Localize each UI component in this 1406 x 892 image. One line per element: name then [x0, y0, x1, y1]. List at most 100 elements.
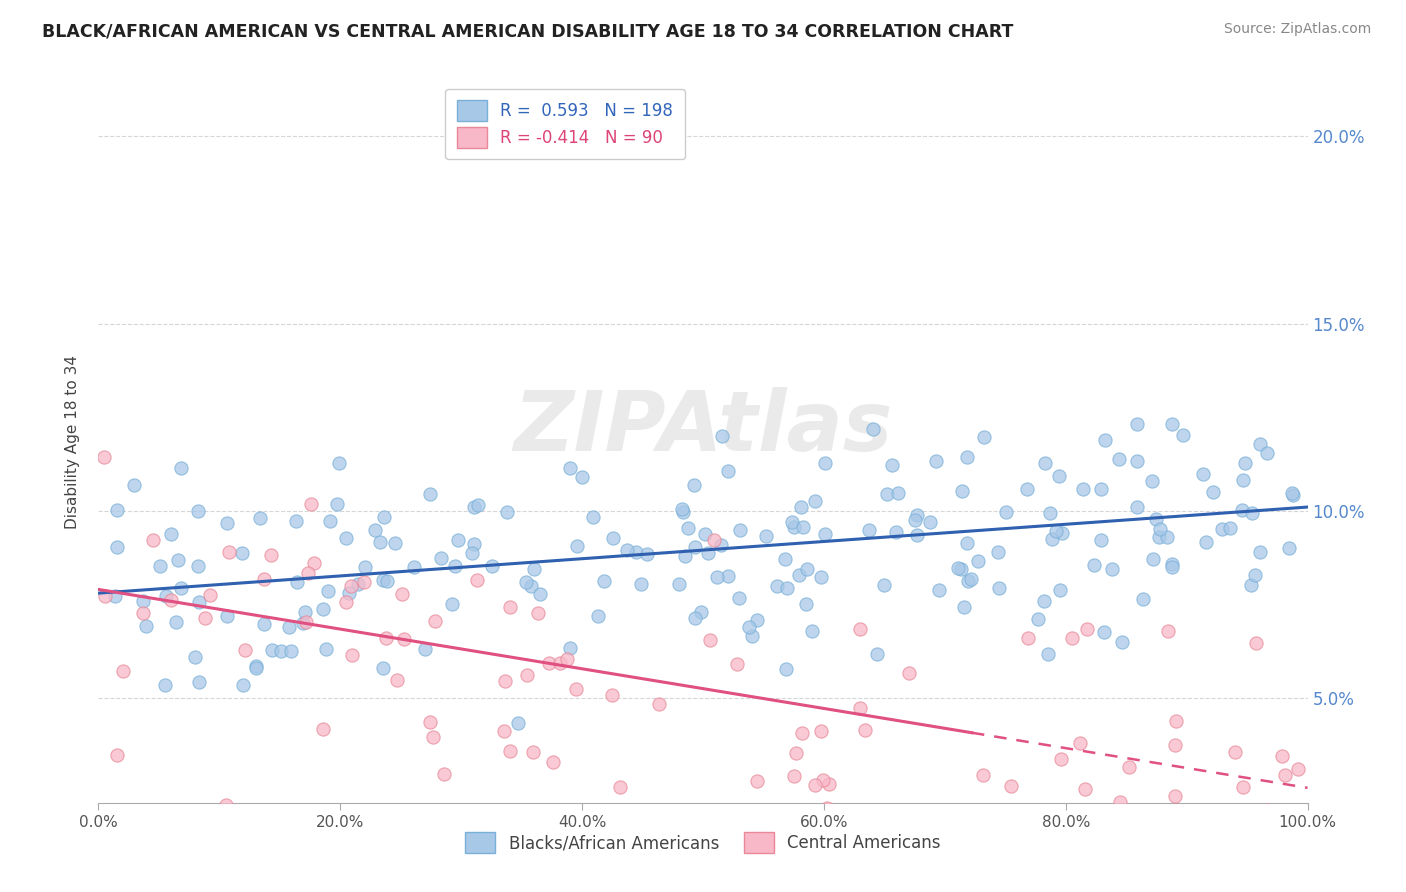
Point [132, 594, 155, 608]
Point [494, 724, 516, 739]
Point [107, 540, 129, 554]
Point [198, 588, 221, 602]
Point [373, 510, 395, 524]
Point [804, 778, 827, 792]
Point [773, 551, 796, 566]
Point [1233, 456, 1256, 470]
Point [600, 689, 623, 703]
Point [950, 484, 973, 499]
Point [986, 544, 1008, 558]
Point [499, 599, 522, 614]
Point [302, 556, 325, 570]
Point [1140, 475, 1163, 489]
Point [494, 673, 516, 688]
Point [956, 574, 979, 589]
Point [1161, 559, 1184, 574]
Point [149, 559, 172, 574]
Point [364, 524, 387, 538]
Point [689, 605, 711, 619]
Point [335, 595, 357, 609]
Point [1249, 437, 1271, 451]
Point [252, 617, 274, 632]
Point [391, 587, 413, 601]
Point [463, 500, 485, 514]
Point [422, 730, 444, 744]
Point [515, 574, 537, 589]
Point [1223, 745, 1246, 759]
Point [335, 532, 357, 546]
Point [231, 546, 253, 560]
Point [232, 678, 254, 692]
Point [988, 581, 1011, 595]
Point [790, 725, 813, 739]
Point [725, 657, 748, 671]
Point [1085, 822, 1108, 836]
Point [1017, 631, 1039, 645]
Point [775, 662, 797, 676]
Point [215, 516, 238, 530]
Point [717, 464, 740, 478]
Point [858, 523, 880, 537]
Point [187, 504, 209, 518]
Point [1191, 467, 1213, 481]
Point [548, 656, 571, 670]
Point [287, 574, 309, 589]
Point [699, 632, 721, 647]
Point [744, 811, 766, 825]
Point [218, 544, 240, 558]
Point [813, 456, 835, 470]
Point [1118, 760, 1140, 774]
Point [706, 570, 728, 584]
Point [245, 658, 267, 673]
Point [187, 559, 209, 574]
Point [481, 559, 503, 574]
Point [636, 547, 658, 561]
Point [1092, 624, 1115, 639]
Point [353, 560, 375, 574]
Point [1036, 647, 1059, 661]
Point [538, 656, 561, 670]
Point [745, 773, 768, 788]
Point [1052, 526, 1074, 541]
Point [142, 533, 165, 547]
Point [565, 681, 588, 696]
Point [1281, 486, 1303, 500]
Point [433, 767, 456, 781]
Point [738, 620, 761, 634]
Point [429, 551, 451, 566]
Point [747, 613, 769, 627]
Point [373, 661, 395, 675]
Point [105, 748, 128, 763]
Point [105, 503, 128, 517]
Point [849, 701, 872, 715]
Point [291, 615, 314, 630]
Point [328, 456, 350, 470]
Point [1282, 488, 1305, 502]
Point [235, 642, 257, 657]
Point [555, 652, 578, 666]
Y-axis label: Disability Age 18 to 34: Disability Age 18 to 34 [65, 354, 80, 529]
Point [297, 566, 319, 580]
Point [93, 450, 115, 464]
Point [402, 560, 425, 574]
Point [270, 643, 292, 657]
Point [1125, 454, 1147, 468]
Point [783, 519, 806, 533]
Point [1149, 522, 1171, 536]
Point [1267, 822, 1289, 836]
Point [1083, 558, 1105, 572]
Point [801, 624, 824, 638]
Point [789, 500, 811, 514]
Point [423, 614, 446, 628]
Point [326, 497, 349, 511]
Point [447, 533, 470, 548]
Point [155, 589, 177, 603]
Point [1241, 506, 1264, 520]
Point [1232, 473, 1254, 487]
Point [461, 546, 484, 560]
Point [1109, 795, 1132, 809]
Point [295, 615, 318, 629]
Point [508, 716, 530, 731]
Point [526, 606, 548, 620]
Point [1126, 417, 1149, 432]
